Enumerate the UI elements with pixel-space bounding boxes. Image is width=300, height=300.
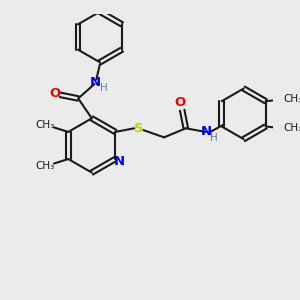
Text: N: N: [113, 155, 124, 168]
Text: H: H: [210, 133, 218, 143]
Text: CH₃: CH₃: [283, 123, 300, 133]
Text: N: N: [90, 76, 101, 89]
Text: CH₃: CH₃: [35, 120, 54, 130]
Text: S: S: [134, 122, 144, 135]
Text: H: H: [100, 82, 107, 93]
Text: CH₃: CH₃: [35, 161, 54, 171]
Text: O: O: [175, 97, 186, 110]
Text: CH₃: CH₃: [283, 94, 300, 104]
Text: O: O: [49, 87, 60, 101]
Text: N: N: [201, 124, 212, 137]
